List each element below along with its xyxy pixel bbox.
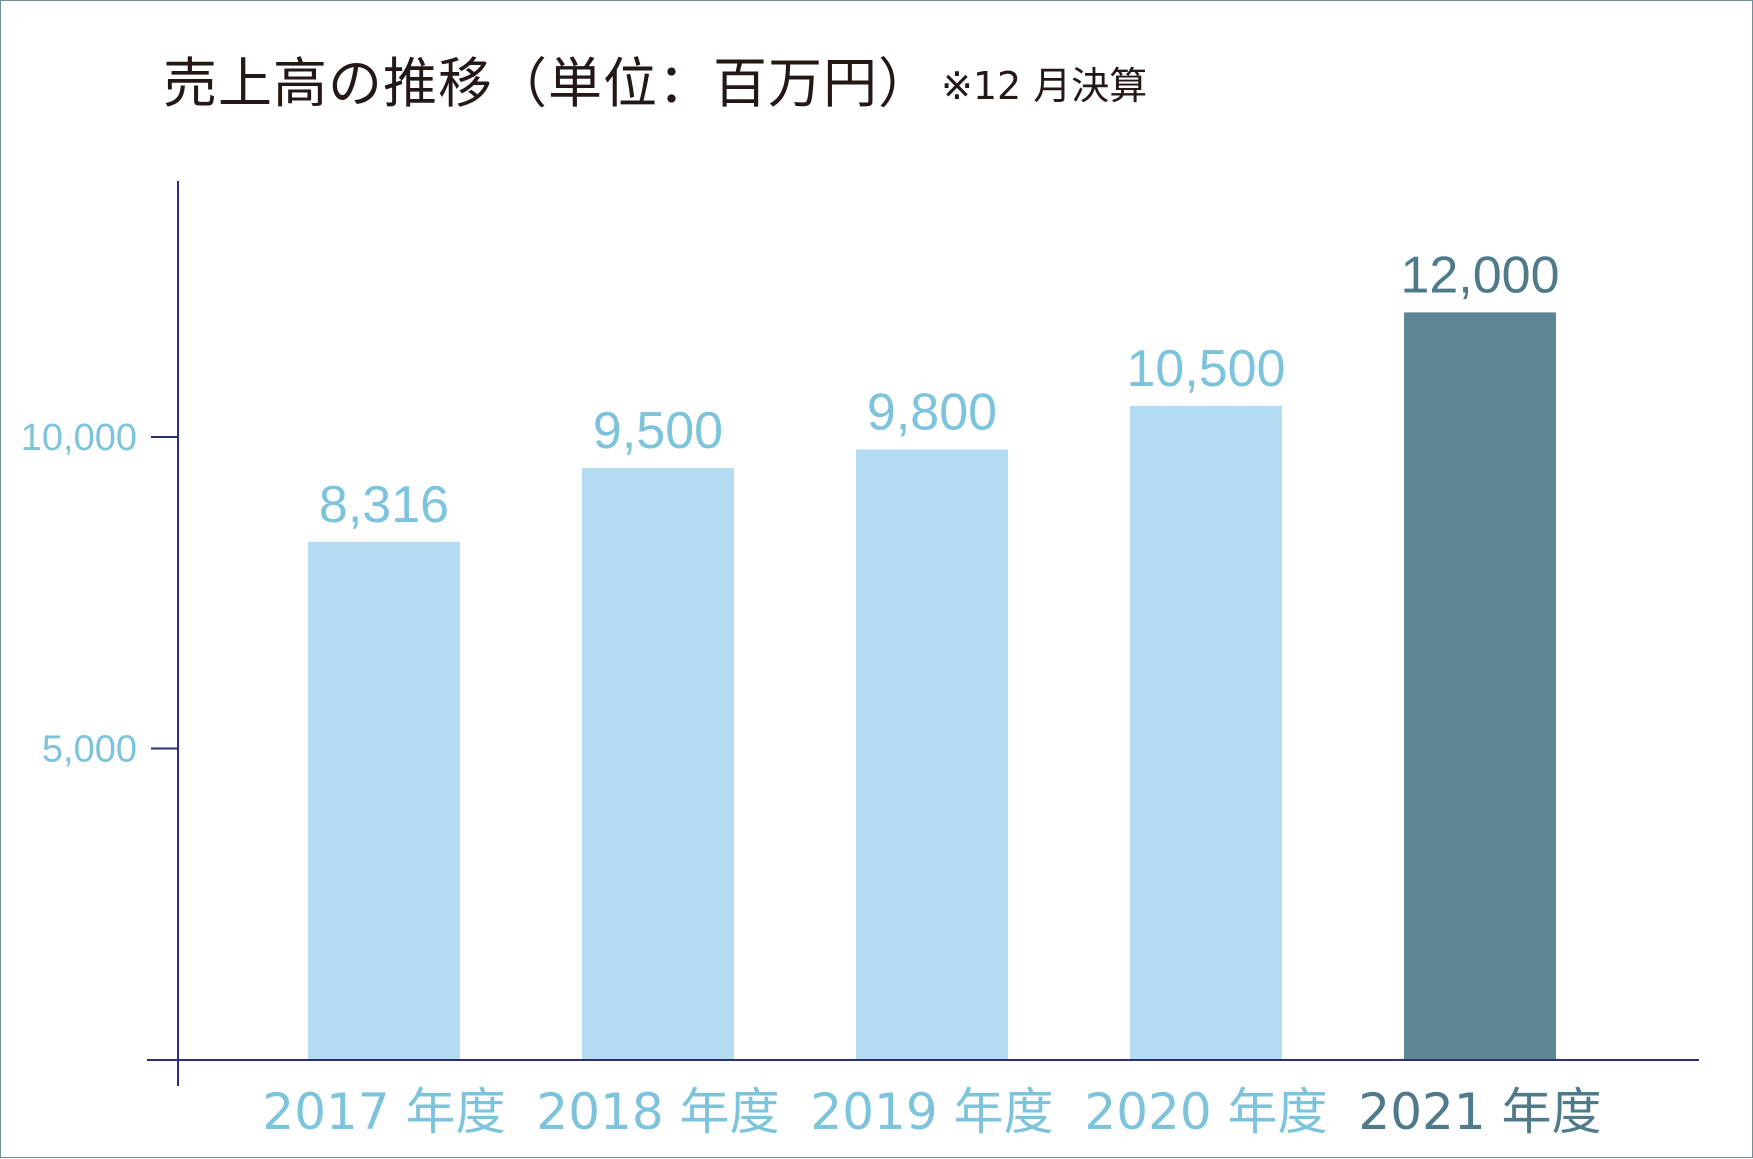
bar-2 bbox=[856, 449, 1008, 1061]
axes-group: 5,000 10,000 bbox=[21, 181, 1699, 1086]
bar-0 bbox=[308, 541, 460, 1060]
bars-group bbox=[308, 312, 1556, 1061]
chart-note: ※12 月決算 bbox=[941, 64, 1148, 108]
x-tick-label-3: 2020 年度 bbox=[1084, 1083, 1327, 1141]
x-tick-label-1: 2018 年度 bbox=[536, 1083, 779, 1141]
value-labels-group: 8,316 2017 年度 9,500 2018 年度 9,800 2019 年度 10,5… bbox=[262, 246, 1601, 1141]
x-tick-label-0: 2017 年度 bbox=[262, 1083, 505, 1141]
bar-1 bbox=[582, 468, 734, 1060]
bar-4 bbox=[1404, 312, 1556, 1060]
value-label-3: 10,500 bbox=[1126, 340, 1285, 398]
x-tick-label-4: 2021 年度 bbox=[1358, 1083, 1601, 1141]
y-tick-label-0: 5,000 bbox=[42, 729, 137, 771]
chart-title: 売上高の推移（単位：百万円） bbox=[163, 52, 933, 115]
value-label-1: 9,500 bbox=[593, 402, 723, 460]
x-tick-label-2: 2019 年度 bbox=[810, 1083, 1053, 1141]
value-label-4: 12,000 bbox=[1400, 246, 1559, 304]
value-label-2: 9,800 bbox=[867, 383, 997, 441]
value-label-0: 8,316 bbox=[319, 476, 449, 534]
bar-3 bbox=[1130, 405, 1282, 1061]
y-tick-label-1: 10,000 bbox=[21, 417, 137, 459]
